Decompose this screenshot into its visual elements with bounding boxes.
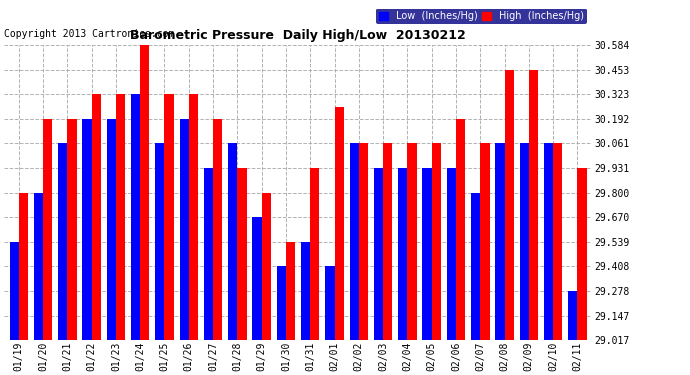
Bar <box>471 193 480 340</box>
Bar <box>262 193 271 340</box>
Bar <box>155 144 164 340</box>
Bar <box>350 144 359 340</box>
Bar <box>335 107 344 340</box>
Bar <box>164 94 174 340</box>
Bar <box>277 267 286 340</box>
Bar <box>301 242 310 340</box>
Bar <box>544 144 553 340</box>
Bar <box>432 144 441 340</box>
Bar <box>189 94 198 340</box>
Bar <box>253 217 262 340</box>
Bar <box>383 144 393 340</box>
Bar <box>325 267 335 340</box>
Bar <box>374 168 383 340</box>
Text: Copyright 2013 Cartronics.com: Copyright 2013 Cartronics.com <box>4 29 175 39</box>
Bar <box>407 144 417 340</box>
Bar <box>34 193 43 340</box>
Bar <box>422 168 432 340</box>
Bar <box>480 144 489 340</box>
Bar <box>107 119 116 340</box>
Bar <box>228 144 237 340</box>
Bar <box>19 193 28 340</box>
Bar <box>68 119 77 340</box>
Bar <box>553 144 562 340</box>
Bar <box>82 119 92 340</box>
Bar <box>58 144 68 340</box>
Legend: Low  (Inches/Hg), High  (Inches/Hg): Low (Inches/Hg), High (Inches/Hg) <box>375 9 587 24</box>
Bar <box>359 144 368 340</box>
Bar <box>131 94 140 340</box>
Bar <box>43 119 52 340</box>
Bar <box>286 242 295 340</box>
Bar <box>10 242 19 340</box>
Bar <box>578 168 586 340</box>
Bar <box>495 144 504 340</box>
Bar <box>504 70 514 340</box>
Bar <box>568 291 578 340</box>
Bar <box>446 168 456 340</box>
Bar <box>140 45 150 340</box>
Bar <box>520 144 529 340</box>
Bar <box>237 168 246 340</box>
Bar <box>398 168 407 340</box>
Bar <box>456 119 465 340</box>
Title: Barometric Pressure  Daily High/Low  20130212: Barometric Pressure Daily High/Low 20130… <box>130 30 466 42</box>
Bar <box>204 168 213 340</box>
Bar <box>116 94 125 340</box>
Bar <box>213 119 222 340</box>
Bar <box>92 94 101 340</box>
Bar <box>179 119 189 340</box>
Bar <box>529 70 538 340</box>
Bar <box>310 168 319 340</box>
